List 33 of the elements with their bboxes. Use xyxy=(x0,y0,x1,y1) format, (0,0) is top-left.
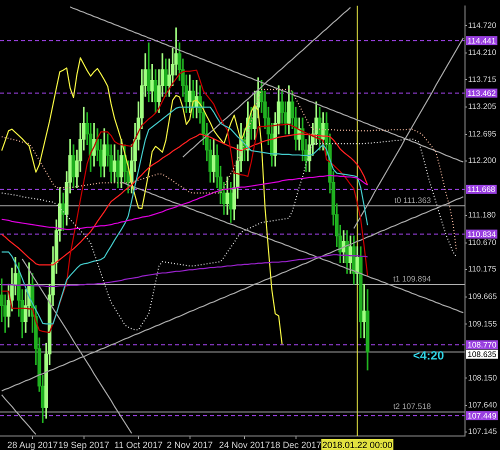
y-tick-label: 107.640 xyxy=(468,400,498,410)
ref-line-label: t1 109.894 xyxy=(393,274,432,284)
ref-line-label: 113.462 xyxy=(468,88,496,98)
ref-line-label: 114.441 xyxy=(468,36,496,46)
y-tick-label: 109.665 xyxy=(468,292,498,302)
y-tick-label: 111.180 xyxy=(468,210,496,220)
y-tick-label: 107.145 xyxy=(468,427,498,436)
y-tick-label: 113.715 xyxy=(468,74,497,84)
ref-line-label: t0 111.363 xyxy=(394,196,432,205)
y-tick-label: 113.205 xyxy=(468,102,497,112)
x-tick-label: 28 Aug 2017 xyxy=(7,440,58,450)
y-tick-label: 112.695 xyxy=(468,129,497,138)
y-tick-label: 110.670 xyxy=(468,238,497,248)
y-tick-label: 112.200 xyxy=(468,156,497,166)
annotation: <4:20 xyxy=(413,348,444,363)
x-tick-label: 24 Nov 2017 xyxy=(218,440,270,450)
x-tick-label: 2 Nov 2017 xyxy=(166,440,213,450)
y-tick-label: 109.155 xyxy=(468,319,498,328)
ref-line-label: 107.449 xyxy=(468,411,497,420)
y-tick-label: 114.720 xyxy=(468,20,497,30)
x-tick-label: 2018.01.22 00:00 xyxy=(322,440,392,450)
x-tick-label: 19 Sep 2017 xyxy=(58,440,110,450)
ref-line-label: 111.668 xyxy=(468,185,496,194)
y-tick-label: 108.150 xyxy=(468,373,498,382)
x-tick-label: 11 Oct 2017 xyxy=(114,440,163,450)
ref-line-label: 108.770 xyxy=(468,340,497,350)
ref-line-label: 108.635 xyxy=(468,350,497,360)
ref-line-label: t2 107.518 xyxy=(393,402,432,412)
line-series xyxy=(1,88,458,252)
y-tick-label: 114.210 xyxy=(468,48,497,58)
ref-line-label: 110.834 xyxy=(468,230,496,239)
y-tick-label: 110.175 xyxy=(468,264,497,274)
x-tick-label: 18 Dec 2017 xyxy=(270,440,322,450)
